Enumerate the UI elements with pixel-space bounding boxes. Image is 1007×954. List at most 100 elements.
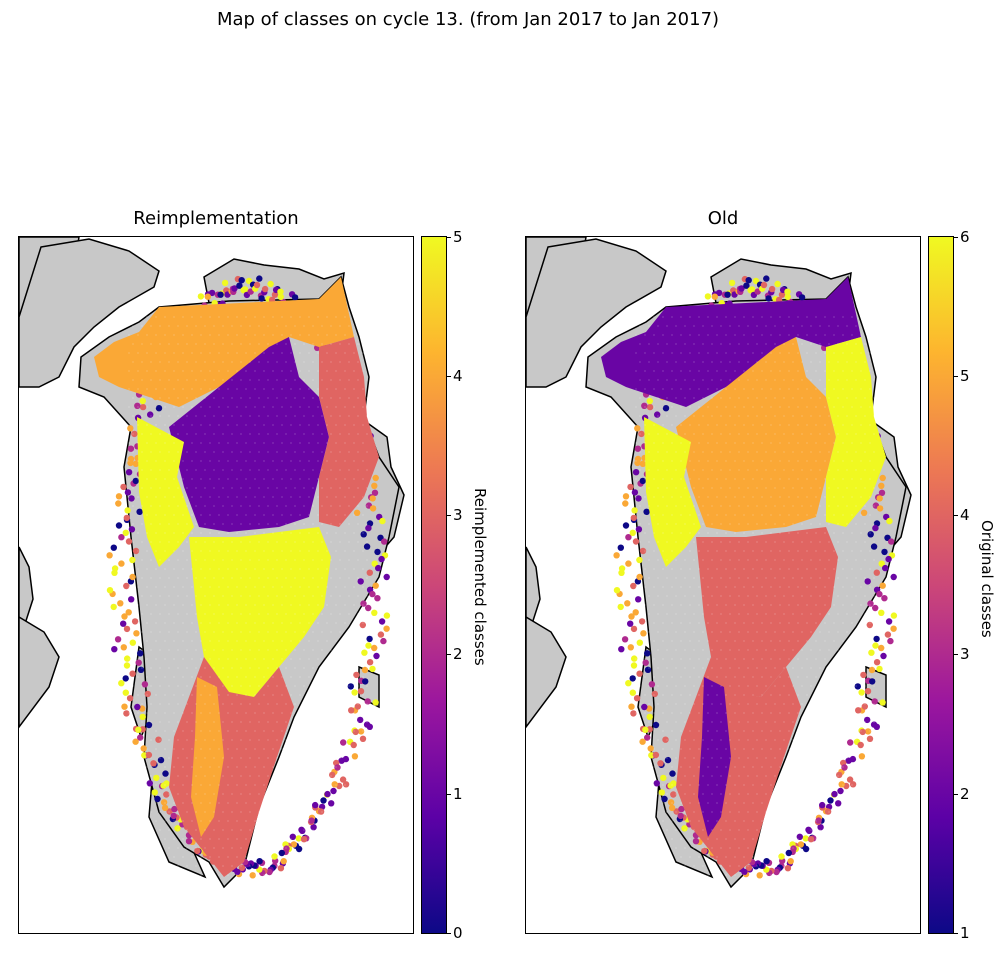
grid-dot	[222, 865, 224, 867]
grid-dot	[873, 829, 875, 831]
grid-dot	[177, 577, 179, 579]
grid-dot	[693, 757, 695, 759]
grid-dot	[846, 505, 848, 507]
grid-dot	[236, 532, 238, 534]
grid-dot	[770, 730, 772, 732]
coastal-point	[860, 671, 867, 679]
grid-dot	[290, 370, 292, 372]
coastal-point	[146, 780, 153, 787]
grid-dot	[644, 802, 646, 804]
grid-dot	[321, 397, 323, 399]
grid-dot	[747, 703, 749, 705]
grid-dot	[330, 451, 332, 453]
coastal-point	[120, 483, 127, 491]
grid-dot	[150, 739, 152, 741]
grid-dot	[339, 559, 341, 561]
grid-dot	[308, 694, 310, 696]
grid-dot	[765, 703, 767, 705]
grid-dot	[842, 478, 844, 480]
grid-dot	[855, 865, 857, 867]
grid-dot	[779, 406, 781, 408]
grid-dot	[317, 640, 319, 642]
grid-dot	[675, 433, 677, 435]
grid-dot	[236, 622, 238, 624]
grid-dot	[348, 613, 350, 615]
grid-dot	[702, 685, 704, 687]
grid-dot	[182, 352, 184, 354]
grid-dot	[312, 667, 314, 669]
grid-dot	[267, 739, 269, 741]
grid-dot	[833, 604, 835, 606]
grid-dot	[815, 856, 817, 858]
grid-dot	[833, 316, 835, 318]
grid-dot	[357, 775, 359, 777]
grid-dot	[164, 820, 166, 822]
grid-dot	[819, 343, 821, 345]
grid-dot	[639, 505, 641, 507]
grid-dot	[182, 370, 184, 372]
grid-dot	[648, 757, 650, 759]
grid-dot	[855, 397, 857, 399]
grid-dot	[150, 433, 152, 435]
grid-dot	[164, 352, 166, 354]
grid-dot	[141, 613, 143, 615]
coastal-point	[890, 612, 898, 619]
grid-dot	[294, 865, 296, 867]
colorbar-tick: 1	[953, 924, 970, 942]
grid-dot	[662, 640, 664, 642]
grid-dot	[684, 793, 686, 795]
coastal-point	[885, 555, 892, 563]
grid-dot	[842, 442, 844, 444]
grid-dot	[191, 496, 193, 498]
grid-dot	[290, 442, 292, 444]
grid-dot	[276, 847, 278, 849]
grid-dot	[240, 469, 242, 471]
coastal-point	[133, 630, 140, 637]
grid-dot	[662, 730, 664, 732]
grid-dot	[644, 604, 646, 606]
grid-dot	[317, 784, 319, 786]
grid-dot	[240, 343, 242, 345]
grid-dot	[308, 334, 310, 336]
grid-dot	[186, 415, 188, 417]
grid-dot	[779, 496, 781, 498]
coastal-point	[334, 764, 341, 771]
grid-dot	[707, 406, 709, 408]
grid-dot	[267, 685, 269, 687]
grid-dot	[191, 406, 193, 408]
grid-dot	[833, 514, 835, 516]
grid-dot	[842, 496, 844, 498]
grid-dot	[362, 640, 364, 642]
grid-dot	[339, 631, 341, 633]
grid-dot	[245, 838, 247, 840]
grid-dot	[150, 541, 152, 543]
grid-dot	[137, 568, 139, 570]
grid-dot	[666, 361, 668, 363]
grid-dot	[810, 451, 812, 453]
grid-dot	[774, 613, 776, 615]
panel-title-old: Old	[707, 208, 739, 229]
coastal-point	[120, 620, 127, 627]
grid-dot	[303, 865, 305, 867]
coastal-point	[354, 703, 361, 710]
grid-dot	[680, 388, 682, 390]
grid-dot	[689, 352, 691, 354]
grid-dot	[720, 325, 722, 327]
grid-dot	[177, 775, 179, 777]
grid-dot	[240, 847, 242, 849]
grid-dot	[326, 406, 328, 408]
grid-dot	[666, 865, 668, 867]
grid-dot	[330, 703, 332, 705]
grid-dot	[353, 784, 355, 786]
grid-dot	[860, 748, 862, 750]
grid-dot	[846, 577, 848, 579]
grid-dot	[734, 406, 736, 408]
grid-dot	[747, 433, 749, 435]
grid-dot	[254, 514, 256, 516]
grid-dot	[299, 820, 301, 822]
grid-dot	[357, 667, 359, 669]
grid-dot	[801, 739, 803, 741]
coastal-point	[371, 560, 378, 567]
grid-dot	[819, 865, 821, 867]
grid-dot	[783, 469, 785, 471]
